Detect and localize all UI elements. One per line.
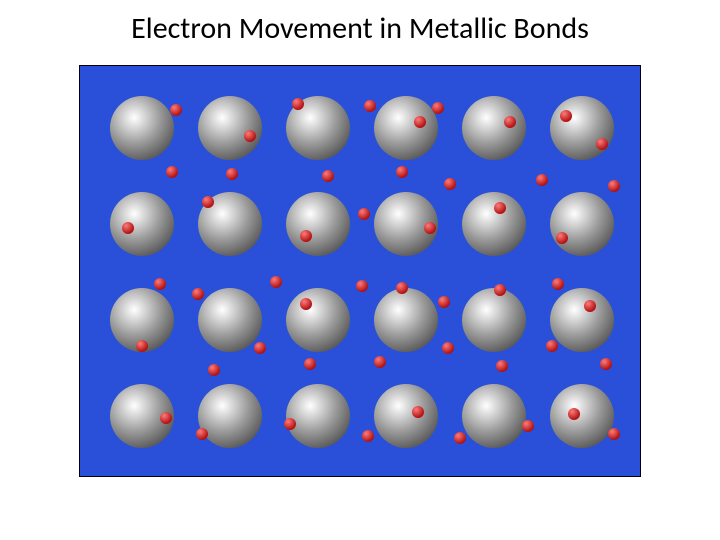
electron (432, 102, 444, 114)
electron (322, 170, 334, 182)
electron (396, 166, 408, 178)
electron (556, 232, 568, 244)
metal-atom (550, 384, 614, 448)
metal-atom (286, 192, 350, 256)
electron (522, 420, 534, 432)
electron (154, 278, 166, 290)
metal-atom (198, 288, 262, 352)
electron (226, 168, 238, 180)
metal-atom (110, 192, 174, 256)
electron (454, 432, 466, 444)
electron (374, 356, 386, 368)
electron (414, 116, 426, 128)
metallic-bond-diagram (79, 65, 641, 477)
metal-atom (550, 192, 614, 256)
electron (166, 166, 178, 178)
metal-atom (198, 384, 262, 448)
metal-atom (374, 288, 438, 352)
electron (364, 100, 376, 112)
electron (494, 284, 506, 296)
electron (208, 364, 220, 376)
page-title: Electron Movement in Metallic Bonds (0, 0, 720, 47)
electron (358, 208, 370, 220)
electron (424, 222, 436, 234)
electron (196, 428, 208, 440)
electron (536, 174, 548, 186)
metal-atom (462, 288, 526, 352)
electron (192, 288, 204, 300)
electron (304, 358, 316, 370)
electron (254, 342, 266, 354)
metal-atom (462, 96, 526, 160)
electron (300, 298, 312, 310)
electron (504, 116, 516, 128)
electron (356, 280, 368, 292)
metal-atom (374, 384, 438, 448)
electron (552, 278, 564, 290)
electron (396, 282, 408, 294)
electron (122, 222, 134, 234)
metal-atom (286, 288, 350, 352)
electron (442, 342, 454, 354)
electron (160, 412, 172, 424)
electron (546, 340, 558, 352)
metal-atom (550, 288, 614, 352)
title-text: Electron Movement in Metallic Bonds (131, 10, 589, 47)
electron (170, 104, 182, 116)
electron (292, 98, 304, 110)
electron (600, 358, 612, 370)
electron (608, 428, 620, 440)
electron (596, 138, 608, 150)
metal-atom (198, 96, 262, 160)
electron (136, 340, 148, 352)
electron (362, 430, 374, 442)
electron (560, 110, 572, 122)
metal-atom (462, 192, 526, 256)
electron (496, 360, 508, 372)
electron (608, 180, 620, 192)
metal-atom (286, 384, 350, 448)
electron (584, 300, 596, 312)
electron (412, 406, 424, 418)
electron (244, 130, 256, 142)
electron (568, 408, 580, 420)
metal-atom (550, 96, 614, 160)
electron (284, 418, 296, 430)
electron (270, 276, 282, 288)
metal-atom (462, 384, 526, 448)
electron (494, 202, 506, 214)
electron (300, 230, 312, 242)
electron (202, 196, 214, 208)
electron (444, 178, 456, 190)
electron (438, 296, 450, 308)
metal-atom (110, 96, 174, 160)
metal-atom (374, 96, 438, 160)
